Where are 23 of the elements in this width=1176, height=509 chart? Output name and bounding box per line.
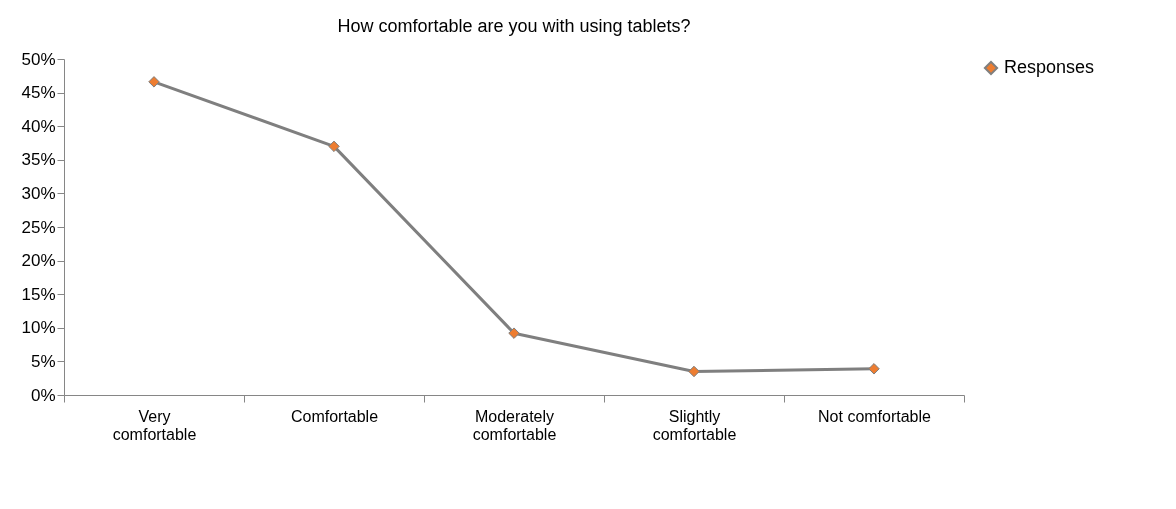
x-tick-label: Moderately comfortable: [472, 407, 557, 443]
y-tick-label: 35%: [21, 150, 56, 170]
y-tick-label: 40%: [21, 116, 56, 136]
point: [868, 363, 880, 375]
y-tick-label: 45%: [21, 83, 56, 103]
y-tick-label: 50%: [21, 49, 56, 69]
legend-label: Responses: [1004, 57, 1095, 77]
chart-title: How comfortable are you with using tablets?: [337, 16, 691, 36]
x-tick-label: Very comfortable: [112, 407, 197, 443]
y-tick-label: 5%: [30, 351, 56, 371]
x-tick-label: Not comfortable: [818, 407, 932, 425]
y-tick-label: 10%: [21, 318, 56, 338]
point: [688, 365, 700, 378]
y-tick-label: 20%: [21, 251, 56, 271]
y-tick-label: 30%: [21, 183, 56, 203]
y-tick-label: 25%: [21, 217, 56, 237]
y-tick-label: 0%: [30, 385, 56, 405]
y-tick-label: 15%: [21, 284, 56, 304]
x-tick-label: Comfortable: [290, 407, 379, 425]
point: [148, 76, 160, 88]
point: [328, 140, 340, 153]
x-tick-label: Slightly comfortable: [652, 407, 737, 443]
point: [508, 327, 520, 339]
